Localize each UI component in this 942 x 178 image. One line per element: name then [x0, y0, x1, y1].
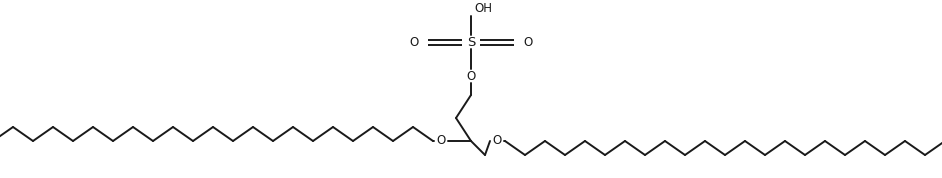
- Text: O: O: [466, 69, 476, 82]
- Text: O: O: [493, 135, 502, 148]
- Text: O: O: [436, 135, 446, 148]
- Text: OH: OH: [474, 1, 492, 14]
- Text: O: O: [410, 35, 419, 48]
- Text: O: O: [523, 35, 532, 48]
- Text: S: S: [467, 35, 475, 48]
